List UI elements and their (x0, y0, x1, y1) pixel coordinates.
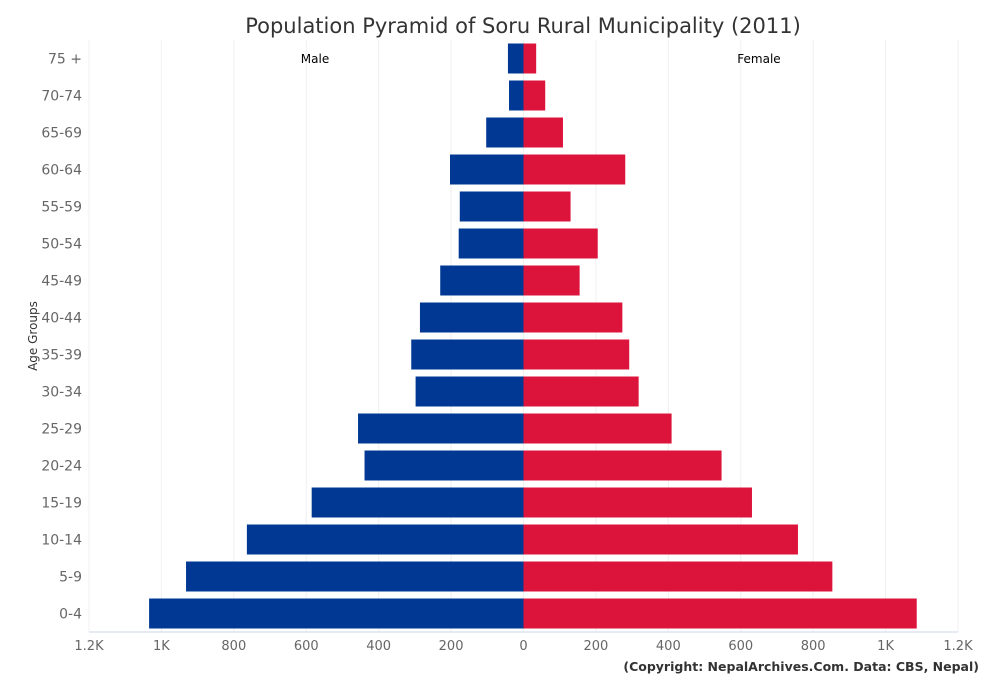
male-bar (459, 191, 524, 222)
female-bar (523, 228, 598, 259)
male-bar (486, 117, 524, 148)
female-bar (523, 154, 626, 185)
x-tick-label: 800 (221, 639, 246, 654)
x-tick-label: 200 (584, 639, 609, 654)
y-tick-label: 60-64 (41, 163, 82, 179)
female-bar (523, 191, 571, 222)
x-tick-label: 400 (656, 639, 681, 654)
female-bar (523, 598, 917, 629)
y-tick-label: 35-39 (41, 348, 82, 364)
x-tick-label: 1.2K (74, 639, 104, 654)
male-bar (246, 524, 524, 555)
y-tick-label: 10-14 (41, 533, 82, 549)
female-bar (523, 43, 537, 74)
female-bar (523, 117, 563, 148)
x-tick-label: 200 (439, 639, 464, 654)
y-tick-label: 5-9 (59, 570, 82, 586)
male-bar (509, 80, 524, 111)
female-bar (523, 376, 639, 407)
female-bar (523, 487, 752, 518)
female-bar (523, 80, 546, 111)
y-tick-label: 30-34 (41, 385, 82, 401)
female-bar (523, 413, 672, 444)
x-tick-label: 1K (153, 639, 170, 654)
y-tick-label: 55-59 (41, 200, 82, 216)
y-tick-label: 40-44 (41, 311, 82, 327)
x-tick-label: 1K (877, 639, 894, 654)
female-bar (523, 302, 623, 333)
female-bar (523, 524, 798, 555)
male-bar (449, 154, 524, 185)
chart-title: Population Pyramid of Soru Rural Municip… (245, 14, 801, 38)
male-bar (415, 376, 524, 407)
y-tick-label: 0-4 (59, 607, 82, 623)
y-tick-label: 20-24 (41, 459, 82, 475)
female-bar (523, 265, 580, 296)
male-bar (149, 598, 524, 629)
series-label-female: Female (737, 52, 780, 66)
male-bar (311, 487, 524, 518)
x-tick-label: 0 (519, 639, 527, 654)
y-tick-label: 50-54 (41, 237, 82, 253)
male-bar (186, 561, 524, 592)
male-bar (411, 339, 524, 370)
y-tick-label: 25-29 (41, 422, 82, 438)
male-bar (440, 265, 524, 296)
x-tick-label: 800 (801, 639, 826, 654)
x-tick-label: 1.2K (943, 639, 973, 654)
male-bar (507, 43, 524, 74)
male-bar (419, 302, 524, 333)
y-tick-label: 15-19 (41, 496, 82, 512)
female-bar (523, 339, 630, 370)
y-tick-label: 65-69 (41, 126, 82, 142)
series-label-male: Male (301, 52, 329, 66)
female-bar (523, 450, 722, 481)
male-bar (458, 228, 524, 259)
y-tick-label: 75 + (48, 52, 82, 68)
x-tick-label: 400 (366, 639, 391, 654)
y-tick-label: 70-74 (41, 89, 82, 105)
male-bar (358, 413, 524, 444)
female-bar (523, 561, 833, 592)
y-tick-label: 45-49 (41, 274, 82, 290)
x-tick-label: 600 (728, 639, 753, 654)
credit: (Copyright: NepalArchives.Com. Data: CBS… (623, 659, 979, 674)
x-tick-label: 600 (294, 639, 319, 654)
male-bar (364, 450, 524, 481)
